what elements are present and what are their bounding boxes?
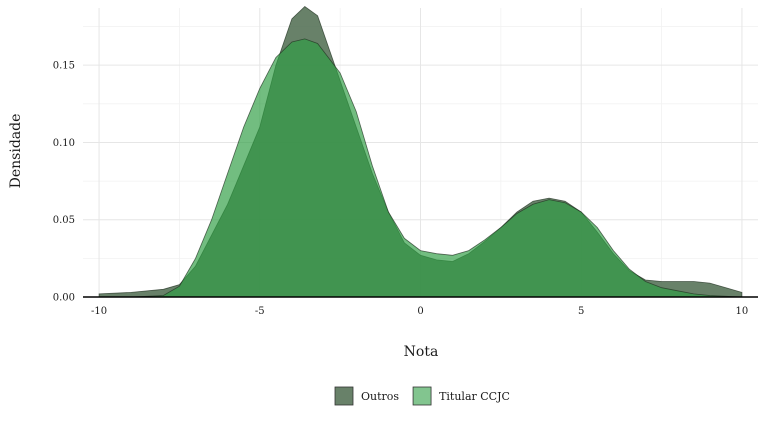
y-tick-label: 0.10 bbox=[53, 138, 75, 149]
y-axis-title: Densidade bbox=[8, 114, 24, 189]
y-tick-label: 0.00 bbox=[53, 293, 75, 304]
x-tick-label: -10 bbox=[91, 306, 107, 317]
x-tick-label: 5 bbox=[578, 306, 584, 317]
legend-swatch bbox=[334, 386, 354, 406]
legend-label: Outros bbox=[361, 390, 399, 403]
density-area-titular-ccjc bbox=[131, 38, 742, 298]
legend-swatch bbox=[412, 386, 432, 406]
x-tick-label: 0 bbox=[417, 306, 423, 317]
density-areas bbox=[98, 5, 743, 298]
x-tick-label: -5 bbox=[255, 306, 265, 317]
x-tick-labels: -10 -5 0 5 10 bbox=[91, 306, 748, 317]
y-tick-labels: 0.00 0.05 0.10 0.15 bbox=[53, 61, 75, 304]
legend-label: Titular CCJC bbox=[439, 390, 510, 403]
y-tick-label: 0.05 bbox=[53, 215, 75, 226]
x-tick-label: 10 bbox=[736, 306, 749, 317]
y-tick-label: 0.15 bbox=[53, 61, 75, 72]
x-axis-title: Nota bbox=[404, 344, 439, 360]
legend: Outros Titular CCJC bbox=[334, 386, 510, 406]
